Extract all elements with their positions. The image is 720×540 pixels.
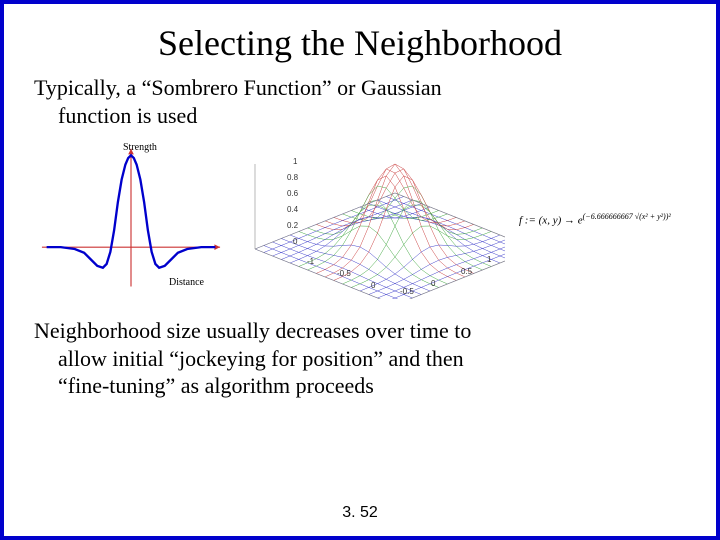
figure-row: Strength Distance 1 0.8 0.6 0.4 0.2 0 -1… — [24, 135, 696, 303]
x-tick-0: 0 — [371, 281, 375, 290]
formula: f := (x, y) → e(−6.666666667 √(x² + y²))… — [519, 212, 689, 227]
z-tick-06: 0.6 — [287, 189, 298, 198]
gaussian-surface: 1 0.8 0.6 0.4 0.2 0 -1 -0.5 0 -0.5 0 0.5… — [245, 139, 505, 299]
y-tick-n05: -0.5 — [400, 287, 414, 296]
para1-line2: function is used — [58, 103, 197, 128]
z-tick-1: 1 — [293, 157, 297, 166]
sombrero-svg — [31, 144, 231, 294]
distance-label: Distance — [169, 277, 204, 288]
y-tick-1: 1 — [487, 255, 491, 264]
formula-exp: (−6.666666667 √(x² + y²))² — [583, 212, 671, 221]
z-tick-08: 0.8 — [287, 173, 298, 182]
para2-line1: Neighborhood size usually decreases over… — [34, 318, 471, 343]
paragraph-1: Typically, a “Sombrero Function” or Gaus… — [34, 74, 686, 129]
strength-label: Strength — [123, 142, 157, 153]
z-tick-0: 0 — [293, 237, 297, 246]
y-tick-0: 0 — [431, 279, 435, 288]
x-tick-n05: -0.5 — [337, 269, 351, 278]
para2-line2: allow initial “jockeying for position” a… — [58, 346, 464, 371]
z-tick-02: 0.2 — [287, 221, 298, 230]
y-tick-05: 0.5 — [461, 267, 472, 276]
para2-line3: “fine-tuning” as algorithm proceeds — [58, 373, 374, 398]
x-tick-n1: -1 — [307, 257, 314, 266]
sombrero-plot: Strength Distance — [31, 144, 231, 294]
paragraph-2: Neighborhood size usually decreases over… — [34, 317, 686, 400]
slide-title: Selecting the Neighborhood — [24, 22, 696, 64]
z-tick-04: 0.4 — [287, 205, 298, 214]
para1-line1: Typically, a “Sombrero Function” or Gaus… — [34, 75, 442, 100]
formula-lhs: f := (x, y) → e — [519, 214, 583, 226]
slide-frame: Selecting the Neighborhood Typically, a … — [0, 0, 720, 540]
page-number: 3. 52 — [4, 504, 716, 522]
